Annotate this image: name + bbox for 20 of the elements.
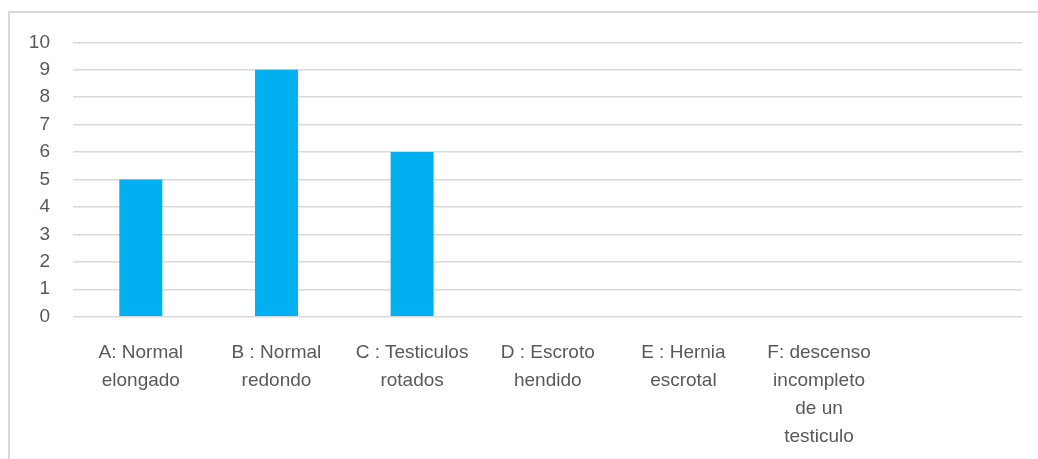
y-tick-label: 0 xyxy=(39,304,50,326)
x-tick-label: A: Normal elongado xyxy=(98,340,184,390)
x-tick-label: F: descenso incompleto de un testiculo xyxy=(767,340,871,446)
y-tick-label: 9 xyxy=(39,57,50,79)
y-tick-label: 5 xyxy=(39,167,50,189)
y-tick-label: 2 xyxy=(39,250,50,272)
y-tick-label: 4 xyxy=(39,195,51,217)
y-tick-label: 3 xyxy=(39,222,50,244)
y-tick-label: 8 xyxy=(39,85,50,107)
bar xyxy=(254,69,298,316)
bar xyxy=(390,152,434,316)
y-tick-label: 1 xyxy=(39,277,50,299)
x-tick-label: C : Testiculos rotados xyxy=(355,340,469,390)
x-tick-label: E : Hernia escrotal xyxy=(641,340,727,390)
x-tick-label: B : Normal redondo xyxy=(231,340,322,390)
y-tick-label: 10 xyxy=(28,30,50,52)
y-tick-label: 6 xyxy=(39,140,50,162)
x-tick-label: D : Escroto hendido xyxy=(500,340,595,390)
y-tick-label: 7 xyxy=(39,112,50,134)
bar xyxy=(119,179,163,316)
